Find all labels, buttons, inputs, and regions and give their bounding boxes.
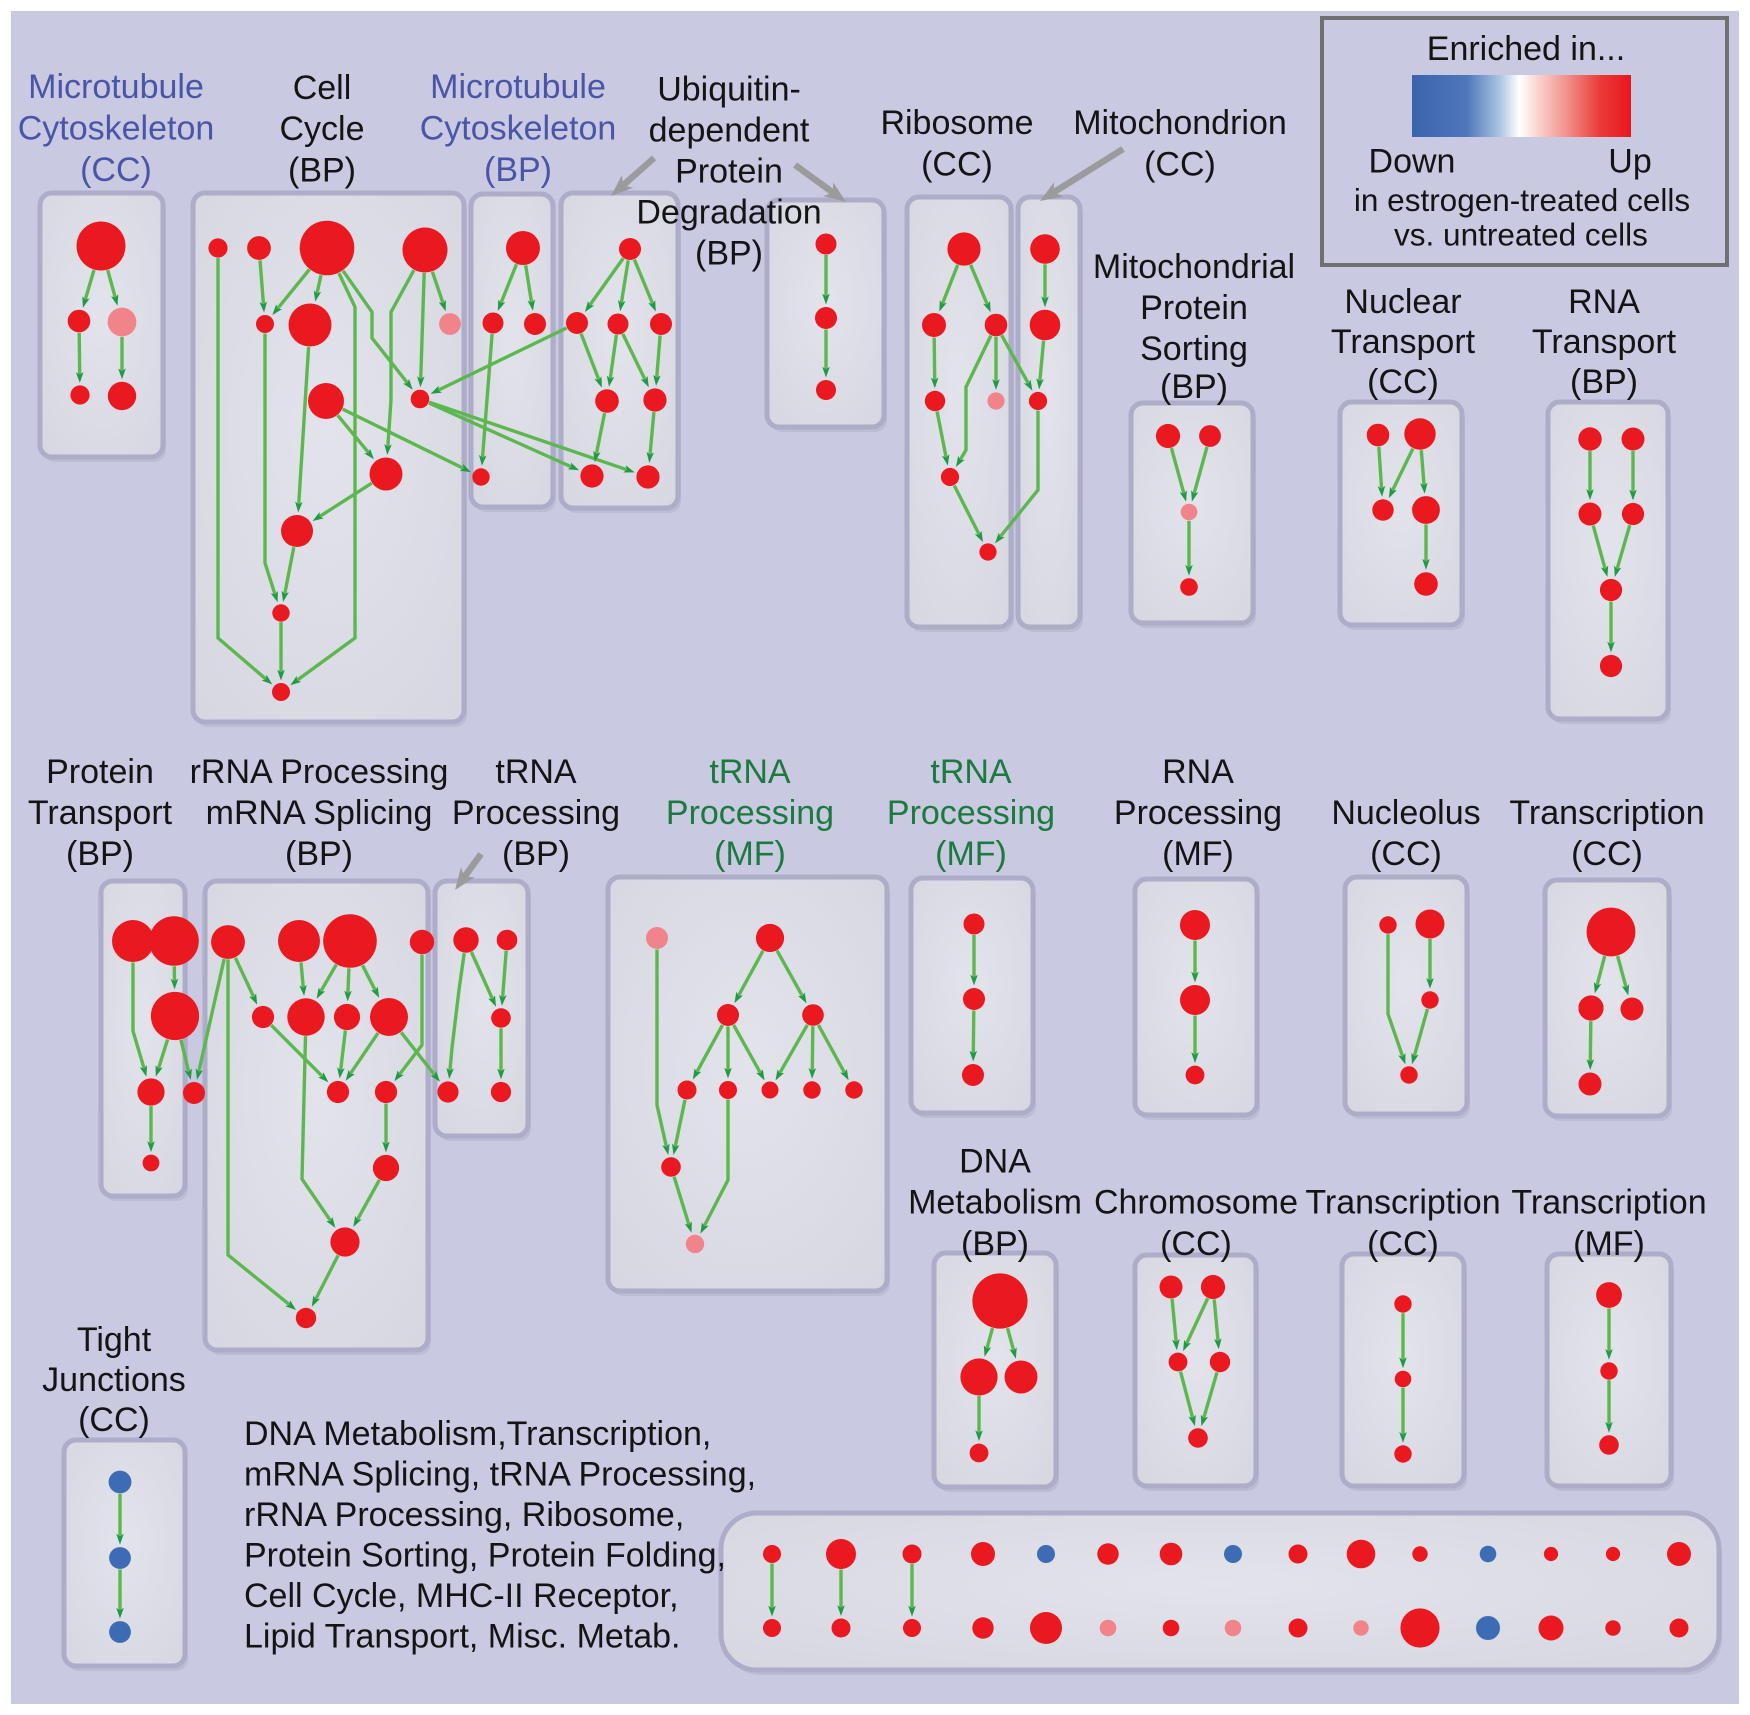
svg-text:tRNA: tRNA [495, 753, 577, 791]
svg-text:tRNA: tRNA [709, 753, 791, 791]
svg-text:Ubiquitin-: Ubiquitin- [657, 71, 801, 109]
svg-text:Processing: Processing [452, 794, 620, 832]
svg-text:Sorting: Sorting [1140, 330, 1248, 368]
svg-text:(BP): (BP) [961, 1225, 1029, 1263]
svg-text:Protein: Protein [46, 753, 154, 791]
svg-text:vs. untreated cells: vs. untreated cells [1394, 217, 1648, 253]
svg-text:(BP): (BP) [66, 835, 134, 873]
svg-text:DNA: DNA [959, 1143, 1031, 1181]
svg-text:(CC): (CC) [1367, 1225, 1439, 1263]
svg-text:mRNA Splicing: mRNA Splicing [206, 794, 433, 832]
svg-text:Degradation: Degradation [636, 194, 821, 232]
svg-text:Nuclear: Nuclear [1344, 283, 1461, 321]
svg-text:RNA: RNA [1568, 283, 1640, 321]
svg-text:Chromosome: Chromosome [1094, 1184, 1298, 1222]
svg-text:(MF): (MF) [1162, 835, 1234, 873]
svg-text:Down: Down [1369, 143, 1456, 181]
svg-text:RNA: RNA [1162, 753, 1234, 791]
svg-text:Microtubule: Microtubule [430, 68, 606, 106]
svg-text:(BP): (BP) [484, 151, 552, 189]
svg-text:(BP): (BP) [285, 835, 353, 873]
svg-text:Processing: Processing [887, 794, 1055, 832]
svg-text:Tight: Tight [77, 1321, 152, 1359]
svg-text:Nucleolus: Nucleolus [1331, 794, 1480, 832]
svg-text:(MF): (MF) [1573, 1225, 1645, 1263]
svg-text:Transport: Transport [1532, 323, 1677, 361]
svg-text:Protein Sorting, Protein Foldi: Protein Sorting, Protein Folding, [244, 1537, 726, 1575]
svg-text:Transcription: Transcription [1511, 1184, 1706, 1222]
svg-text:(CC): (CC) [1144, 146, 1216, 184]
svg-text:Processing: Processing [1114, 794, 1282, 832]
svg-text:Enriched in...: Enriched in... [1427, 30, 1625, 68]
svg-text:Mitochondrial: Mitochondrial [1093, 248, 1295, 286]
svg-text:rRNA Processing: rRNA Processing [190, 753, 449, 791]
svg-text:(CC): (CC) [80, 151, 152, 189]
svg-text:Processing: Processing [666, 794, 834, 832]
svg-text:mRNA Splicing, tRNA Processing: mRNA Splicing, tRNA Processing, [244, 1456, 756, 1494]
svg-text:Microtubule: Microtubule [28, 68, 204, 106]
svg-text:Junctions: Junctions [42, 1361, 186, 1399]
svg-text:Cell: Cell [293, 69, 352, 107]
svg-text:Protein: Protein [1140, 289, 1248, 327]
svg-text:Cytoskeleton: Cytoskeleton [18, 110, 215, 148]
svg-text:(BP): (BP) [502, 835, 570, 873]
svg-text:DNA Metabolism,Transcription,: DNA Metabolism,Transcription, [244, 1415, 711, 1453]
svg-text:Ribosome: Ribosome [880, 104, 1033, 142]
svg-text:(CC): (CC) [1367, 363, 1439, 401]
svg-text:(CC): (CC) [1370, 835, 1442, 873]
svg-text:Cell Cycle, MHC-II Receptor,: Cell Cycle, MHC-II Receptor, [244, 1577, 679, 1615]
svg-text:tRNA: tRNA [930, 753, 1012, 791]
svg-text:Transport: Transport [1331, 323, 1476, 361]
svg-text:(CC): (CC) [78, 1401, 150, 1439]
svg-text:Metabolism: Metabolism [908, 1184, 1082, 1222]
svg-text:(BP): (BP) [695, 235, 763, 273]
svg-text:(CC): (CC) [1160, 1225, 1232, 1263]
svg-text:rRNA Processing, Ribosome,: rRNA Processing, Ribosome, [244, 1496, 684, 1534]
svg-text:(CC): (CC) [921, 146, 993, 184]
svg-text:(MF): (MF) [714, 835, 786, 873]
svg-text:Mitochondrion: Mitochondrion [1073, 104, 1287, 142]
svg-text:dependent: dependent [649, 112, 810, 150]
svg-text:(MF): (MF) [935, 835, 1007, 873]
svg-text:Protein: Protein [675, 153, 783, 191]
svg-text:(BP): (BP) [1570, 363, 1638, 401]
svg-text:Transport: Transport [28, 794, 173, 832]
svg-text:Cytoskeleton: Cytoskeleton [420, 110, 617, 148]
svg-text:Transcription: Transcription [1305, 1184, 1500, 1222]
svg-text:Transcription: Transcription [1509, 794, 1704, 832]
svg-text:(BP): (BP) [288, 152, 356, 190]
svg-text:Cycle: Cycle [279, 110, 364, 148]
svg-text:Lipid Transport, Misc. Metab.: Lipid Transport, Misc. Metab. [244, 1618, 681, 1656]
svg-text:(CC): (CC) [1571, 835, 1643, 873]
svg-text:(BP): (BP) [1160, 368, 1228, 406]
svg-text:Up: Up [1608, 143, 1651, 181]
svg-text:in estrogen-treated cells: in estrogen-treated cells [1354, 182, 1690, 218]
